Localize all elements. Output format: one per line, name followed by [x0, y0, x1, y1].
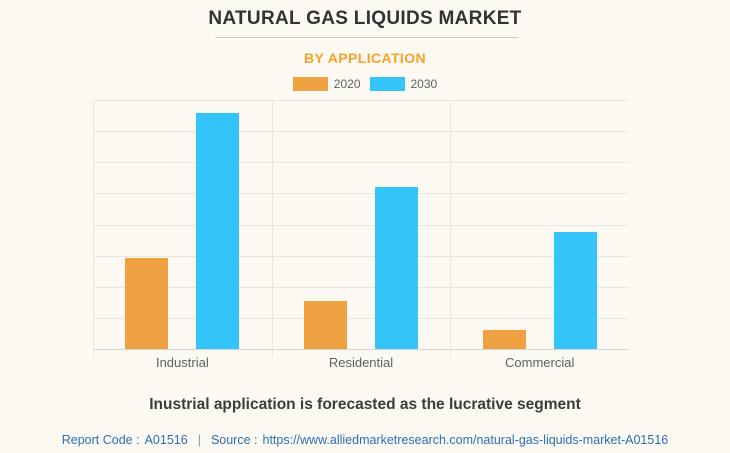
bar-2020-residential [303, 300, 347, 349]
footer: Report Code : A01516 | Source : https://… [0, 433, 730, 447]
x-axis-label-industrial: Industrial [155, 355, 209, 370]
legend-label-2030: 2030 [410, 77, 438, 91]
x-axis-label-commercial: Commercial [505, 355, 575, 370]
legend-item-2030: 2030 [369, 77, 438, 91]
gridline [93, 317, 629, 319]
chart-caption: Inustrial application is forecasted as t… [149, 396, 581, 413]
category-separator [271, 100, 273, 357]
category-separator [450, 100, 452, 357]
legend-swatch-2020 [292, 77, 328, 91]
source-url-link[interactable]: https://www.alliedmarketresearch.com/nat… [262, 433, 669, 447]
chart-subtitle: BY APPLICATION [303, 50, 427, 66]
x-axis-label-residential: Residential [328, 355, 394, 370]
legend-label-2020: 2020 [333, 77, 361, 91]
legend-swatch-2030 [369, 77, 405, 91]
plot-area [93, 100, 629, 357]
gridline [93, 100, 629, 101]
category-group-industrial [93, 100, 272, 349]
legend-item-2020: 2020 [292, 77, 361, 91]
x-axis-line [93, 349, 629, 350]
title-divider [215, 37, 518, 38]
bar-2030-industrial [196, 112, 240, 349]
category-group-residential [272, 100, 451, 349]
gridline [93, 286, 629, 288]
category-separator [93, 100, 94, 357]
footer-separator: | [197, 433, 201, 447]
report-code-label: Report Code : [61, 433, 140, 447]
bar-2030-residential [374, 186, 418, 349]
gridline [93, 162, 629, 164]
legend: 2020 2030 [0, 77, 730, 91]
gridline [93, 193, 629, 195]
bar-2020-commercial [482, 330, 526, 349]
bar-2030-commercial [553, 231, 597, 349]
gridline [93, 131, 629, 133]
x-axis-labels: Industrial Residential Commercial [93, 355, 629, 370]
gridline [93, 224, 629, 226]
source-label: Source : [210, 433, 258, 447]
report-code-value: A01516 [144, 433, 188, 447]
gridline [93, 255, 629, 257]
chart-title: NATURAL GAS LIQUIDS MARKET [208, 8, 522, 29]
bar-2020-industrial [125, 258, 169, 349]
category-group-commercial [450, 100, 629, 349]
